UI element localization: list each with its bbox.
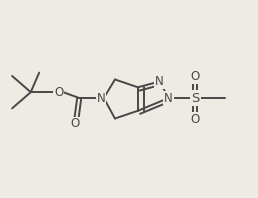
Text: N: N	[155, 75, 164, 88]
Text: O: O	[191, 70, 200, 83]
Text: O: O	[70, 117, 80, 130]
Text: N: N	[96, 91, 105, 105]
Text: O: O	[54, 86, 63, 99]
Text: N: N	[164, 91, 173, 105]
Text: S: S	[191, 91, 199, 105]
Text: O: O	[191, 113, 200, 126]
